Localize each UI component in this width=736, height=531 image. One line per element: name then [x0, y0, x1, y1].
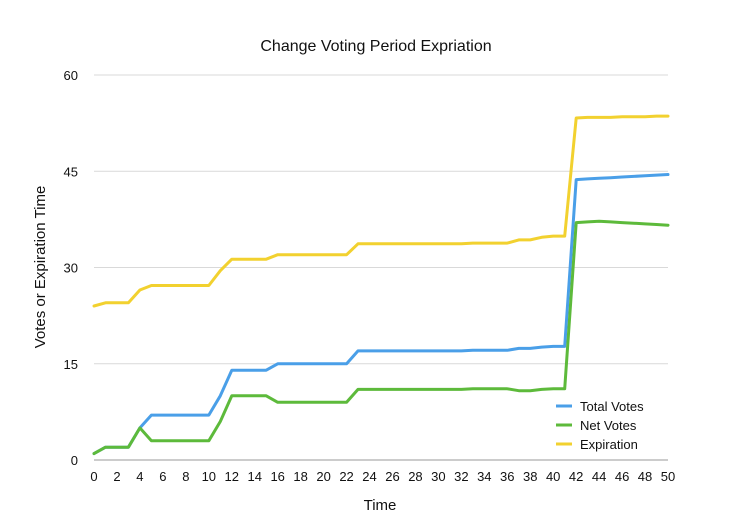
x-tick-label: 20 — [316, 469, 330, 484]
x-tick-label: 2 — [113, 469, 120, 484]
x-tick-label: 48 — [638, 469, 652, 484]
x-tick-label: 30 — [431, 469, 445, 484]
legend-label: Expiration — [580, 437, 638, 452]
x-tick-label: 22 — [339, 469, 353, 484]
x-tick-label: 26 — [385, 469, 399, 484]
x-tick-label: 6 — [159, 469, 166, 484]
y-tick-label: 45 — [64, 164, 78, 179]
x-tick-label: 16 — [270, 469, 284, 484]
legend-label: Total Votes — [580, 399, 644, 414]
legend: Total Votes Net Votes Expiration — [556, 399, 644, 452]
x-tick-label: 10 — [202, 469, 216, 484]
x-tick-label: 34 — [477, 469, 491, 484]
x-tick-label: 18 — [293, 469, 307, 484]
x-tick-label: 46 — [615, 469, 629, 484]
x-tick-label: 44 — [592, 469, 606, 484]
series-line-expiration — [92, 114, 670, 308]
y-tick-label: 0 — [71, 453, 78, 468]
series-lines — [92, 114, 670, 456]
x-tick-label: 4 — [136, 469, 143, 484]
x-tick-label: 14 — [247, 469, 261, 484]
x-tick-label: 28 — [408, 469, 422, 484]
x-tick-label: 36 — [500, 469, 514, 484]
x-axis-ticks: 0 2 4 6 8 10 12 14 16 18 20 22 24 26 28 30 32 34 36 38 40 42 4… — [90, 469, 675, 484]
series-line-net-votes — [92, 219, 670, 456]
x-tick-label: 0 — [90, 469, 97, 484]
y-tick-label: 15 — [64, 357, 78, 372]
x-tick-label: 32 — [454, 469, 468, 484]
x-tick-label: 12 — [225, 469, 239, 484]
series-line-total-votes — [92, 173, 670, 456]
x-tick-label: 8 — [182, 469, 189, 484]
y-tick-label: 60 — [64, 68, 78, 83]
y-axis-ticks: 0 15 30 45 60 — [64, 68, 78, 468]
y-tick-label: 30 — [64, 261, 78, 276]
x-tick-label: 42 — [569, 469, 583, 484]
legend-label: Net Votes — [580, 418, 637, 433]
x-tick-label: 50 — [661, 469, 675, 484]
chart-title: Change Voting Period Expriation — [260, 38, 491, 55]
x-tick-label: 38 — [523, 469, 537, 484]
x-tick-label: 24 — [362, 469, 376, 484]
x-axis-label: Time — [364, 497, 397, 514]
x-tick-label: 40 — [546, 469, 560, 484]
y-axis-label: Votes or Expiration Time — [32, 186, 49, 349]
